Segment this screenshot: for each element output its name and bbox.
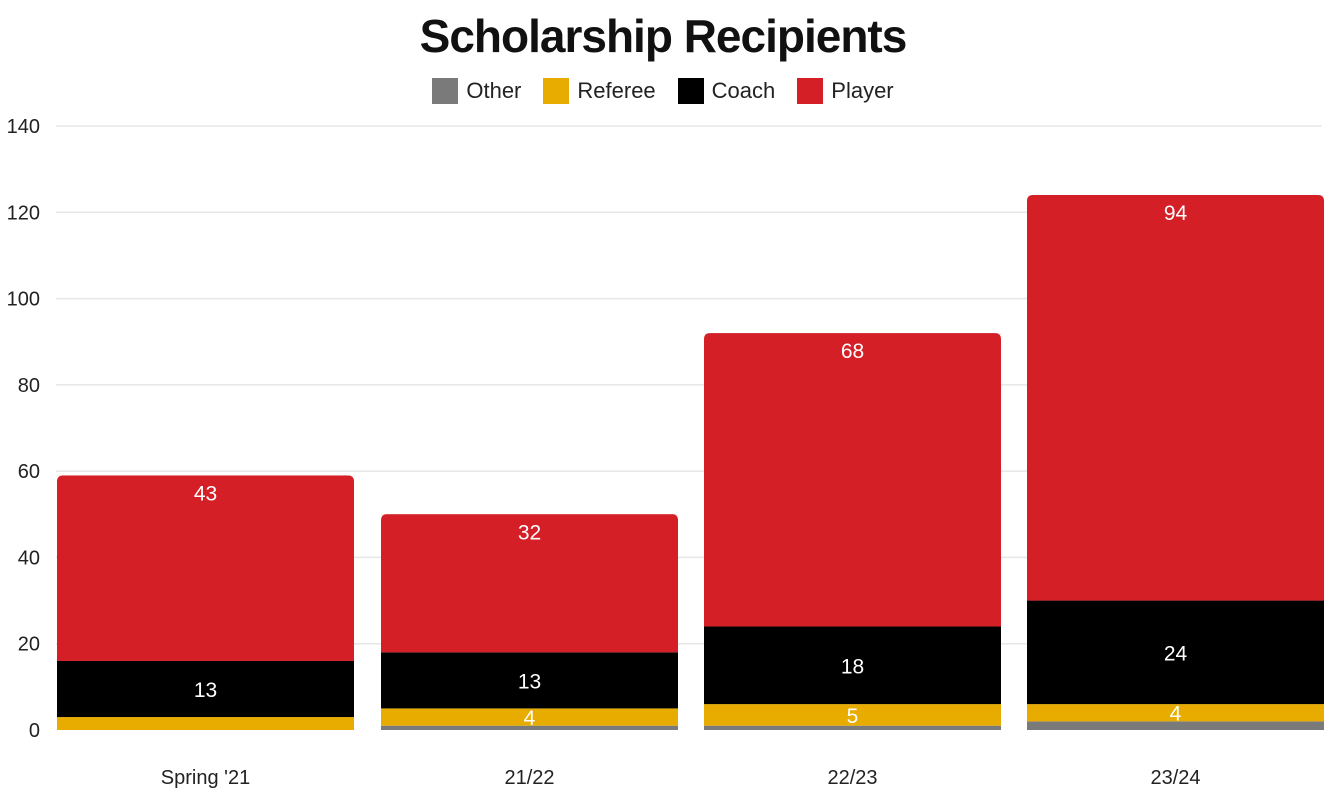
y-tick-label: 100 [7, 289, 40, 311]
y-tick-label: 120 [7, 202, 40, 224]
legend-swatch [677, 78, 704, 104]
y-tick-label: 60 [18, 461, 40, 483]
bar-segment-referee [1027, 704, 1324, 722]
bar-segment-player [381, 514, 678, 653]
bar-segment-coach [381, 652, 678, 709]
data-label: 94 [1164, 202, 1188, 225]
x-tick-label: 22/23 [827, 767, 877, 788]
legend-item-referee: Referee [543, 78, 656, 104]
bar-segment-other [381, 725, 678, 730]
data-label: 13 [194, 679, 217, 702]
legend-swatch [432, 78, 459, 104]
bar-segment-referee [381, 708, 678, 726]
bar-segment-coach [704, 626, 1001, 705]
chart-legend: Other Referee Coach Player [0, 78, 1326, 104]
x-tick-label: 23/24 [1150, 767, 1200, 788]
data-label: 24 [1164, 642, 1188, 665]
chart-title: Scholarship Recipients [419, 10, 908, 62]
data-label: 32 [518, 521, 541, 544]
bar-cap [704, 333, 1001, 342]
legend-swatch [797, 78, 824, 104]
legend-label: Player [831, 78, 894, 103]
bar-segment-player [1027, 195, 1324, 601]
y-tick-label: 40 [18, 547, 40, 569]
data-label: 18 [841, 655, 864, 678]
bar-cap [57, 475, 354, 484]
bar-segment-other [704, 725, 1001, 730]
legend-item-player: Player [797, 78, 894, 104]
legend-item-other: Other [432, 78, 521, 104]
data-label: 4 [1170, 703, 1182, 726]
bar-segment-other [1027, 721, 1324, 730]
bar-segment-coach [57, 660, 354, 718]
data-label: 43 [194, 482, 217, 505]
y-tick-label: 0 [29, 720, 40, 742]
bar-segment-referee [704, 704, 1001, 726]
x-tick-label: 21/22 [504, 767, 554, 788]
bar-segment-player [57, 475, 354, 661]
data-label: 13 [518, 670, 541, 693]
legend-label: Coach [711, 78, 776, 103]
y-tick-label: 20 [18, 634, 40, 656]
bar-segment-referee [57, 717, 354, 730]
legend-item-coach: Coach [677, 78, 776, 104]
bar-cap [1027, 195, 1324, 204]
y-tick-label: 140 [7, 116, 40, 138]
data-label: 4 [524, 707, 536, 730]
bar-cap [381, 514, 678, 523]
y-tick-label: 80 [18, 375, 40, 397]
bar-segment-player [704, 333, 1001, 627]
data-label: 68 [841, 340, 864, 363]
legend-label: Other [466, 78, 522, 103]
legend-label: Referee [577, 78, 656, 103]
bar-segment-coach [1027, 600, 1324, 705]
legend-swatch [543, 78, 570, 104]
x-tick-label: Spring '21 [161, 767, 250, 788]
data-label: 5 [847, 705, 859, 728]
